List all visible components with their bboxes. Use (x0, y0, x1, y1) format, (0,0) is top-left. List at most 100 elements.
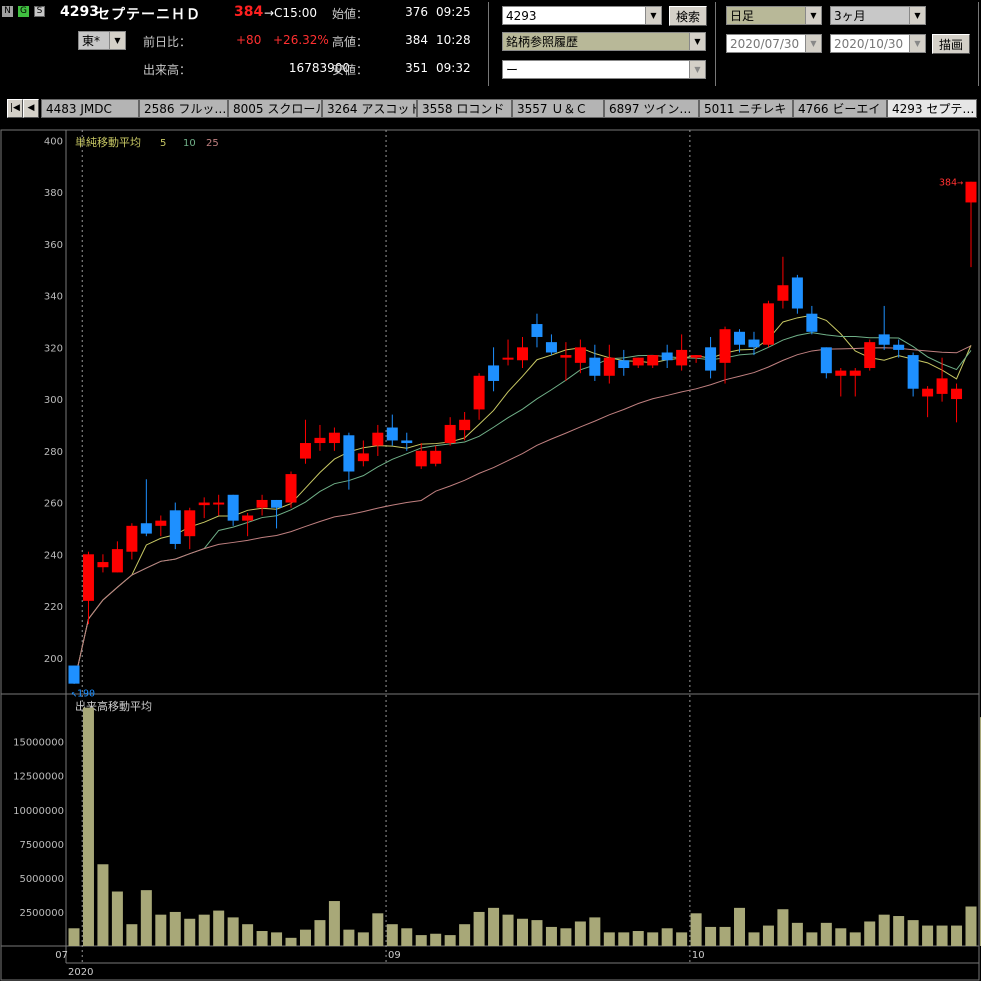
code-input[interactable]: 4293 ▼ (502, 6, 662, 25)
candle-body (517, 347, 528, 361)
current-price: 384 (234, 4, 264, 20)
third-select[interactable]: ー ▼ (502, 60, 706, 79)
candle-body (574, 347, 586, 363)
prev-icon[interactable]: ◀ (23, 99, 39, 118)
price-tick-label: 240 (44, 550, 63, 561)
volume-bar (169, 911, 181, 946)
ma-legend-label: 10 (183, 138, 196, 149)
candle-body (488, 365, 500, 381)
candle-body (734, 331, 746, 345)
price-tick-label: 280 (44, 447, 63, 458)
volume-bar (271, 932, 283, 946)
from-date-field[interactable]: 2020/07/30 ▼ (726, 34, 822, 53)
candle-body (227, 494, 239, 521)
to-date-field[interactable]: 2020/10/30 ▼ (830, 34, 926, 53)
tab-item[interactable]: 4483 JMDC (41, 99, 139, 118)
g-icon[interactable]: G (18, 6, 29, 17)
s-icon[interactable]: S (34, 6, 45, 17)
tab-item[interactable]: 4766 ビーエイ (793, 99, 887, 118)
candle-body (271, 499, 283, 508)
tab-item[interactable]: 6897 ツイン… (604, 99, 699, 118)
tab-item[interactable]: 2586 フルッ… (139, 99, 228, 118)
candle-body (762, 303, 774, 345)
chevron-down-icon[interactable]: ▼ (109, 32, 125, 49)
range-select[interactable]: 3ヶ月 ▼ (830, 6, 926, 25)
market-select[interactable]: 東* ▼ (78, 31, 126, 50)
price-tick-label: 260 (44, 499, 63, 510)
chevron-down-icon[interactable]: ▼ (689, 33, 705, 50)
volume-bar (632, 931, 644, 946)
volume-bar (560, 928, 572, 946)
candle-body (618, 360, 630, 369)
volume-bar (531, 920, 543, 946)
candle-body (791, 277, 803, 309)
candle-body (198, 502, 210, 506)
candle-body (936, 378, 948, 394)
volume-bar (517, 918, 528, 946)
third-select-value: ー (506, 63, 519, 77)
volume-bar (328, 901, 340, 946)
volume-bar (748, 932, 760, 946)
tab-item[interactable]: 3558 ロコンド (417, 99, 512, 118)
low-time: 09:32 (436, 61, 471, 75)
volume-bar (603, 932, 615, 946)
volume-bar (647, 932, 659, 946)
first-icon[interactable]: |◀ (7, 99, 23, 118)
candle-body (126, 525, 138, 552)
volume-bar (155, 914, 167, 946)
volume-bar (430, 933, 442, 946)
chevron-down-icon[interactable]: ▼ (909, 7, 925, 24)
candle-body (68, 665, 80, 684)
volume-bar (705, 926, 717, 946)
candle-body (820, 347, 832, 374)
candle-body (690, 355, 702, 358)
volume-tick-label: 12500000 (13, 772, 64, 783)
draw-button[interactable]: 描画 (932, 34, 970, 54)
volume-tick-label: 7500000 (19, 840, 64, 851)
volume-bar (97, 864, 109, 946)
candle-body (386, 427, 398, 441)
chevron-down-icon[interactable]: ▼ (805, 35, 821, 52)
candle-body (444, 424, 456, 444)
to-date-value: 2020/10/30 (834, 37, 904, 51)
from-date-value: 2020/07/30 (730, 37, 800, 51)
tab-item[interactable]: 3557 Ｕ＆Ｃ (512, 99, 604, 118)
volume-bar (285, 937, 297, 946)
max-price-label: 384→ (939, 178, 963, 189)
history-select[interactable]: 銘柄参照履歴 ▼ (502, 32, 706, 51)
volume-bar (242, 924, 254, 946)
candle-body (285, 474, 297, 503)
volume-bar (922, 925, 934, 946)
volume-tick-label: 2500000 (19, 908, 64, 919)
range-select-value: 3ヶ月 (834, 9, 866, 23)
candle-body (560, 355, 572, 358)
stock-code: 4293 (60, 4, 99, 20)
volume-bar (502, 914, 514, 946)
open-label: 始値： (332, 7, 369, 21)
chevron-down-icon[interactable]: ▼ (909, 35, 925, 52)
chevron-down-icon[interactable]: ▼ (645, 7, 661, 24)
chevron-down-icon[interactable]: ▼ (689, 61, 705, 78)
tab-item[interactable]: 4293 セプテ… (887, 99, 977, 118)
volume-bar (213, 910, 225, 946)
volume-bar (126, 924, 138, 946)
candle-body (213, 502, 225, 505)
volume-bar (574, 921, 586, 946)
candle-body (430, 450, 442, 464)
period-select[interactable]: 日足 ▼ (726, 6, 822, 25)
search-button[interactable]: 検索 (669, 6, 707, 26)
tab-item[interactable]: 3264 アスコット (322, 99, 417, 118)
n-icon[interactable]: N (2, 6, 13, 17)
tab-item[interactable]: 8005 スクロール (228, 99, 322, 118)
x-tick-label: 07 (55, 950, 68, 961)
candle-body (531, 324, 543, 337)
open-time: 09:25 (436, 5, 471, 19)
candle-body (242, 515, 254, 521)
candle-body (632, 357, 644, 366)
chevron-down-icon[interactable]: ▼ (805, 7, 821, 24)
price-tick-label: 200 (44, 654, 63, 665)
price-tick-label: 400 (44, 136, 63, 147)
tab-item[interactable]: 5011 ニチレキ (699, 99, 793, 118)
volume-tick-label: 15000000 (13, 738, 64, 749)
